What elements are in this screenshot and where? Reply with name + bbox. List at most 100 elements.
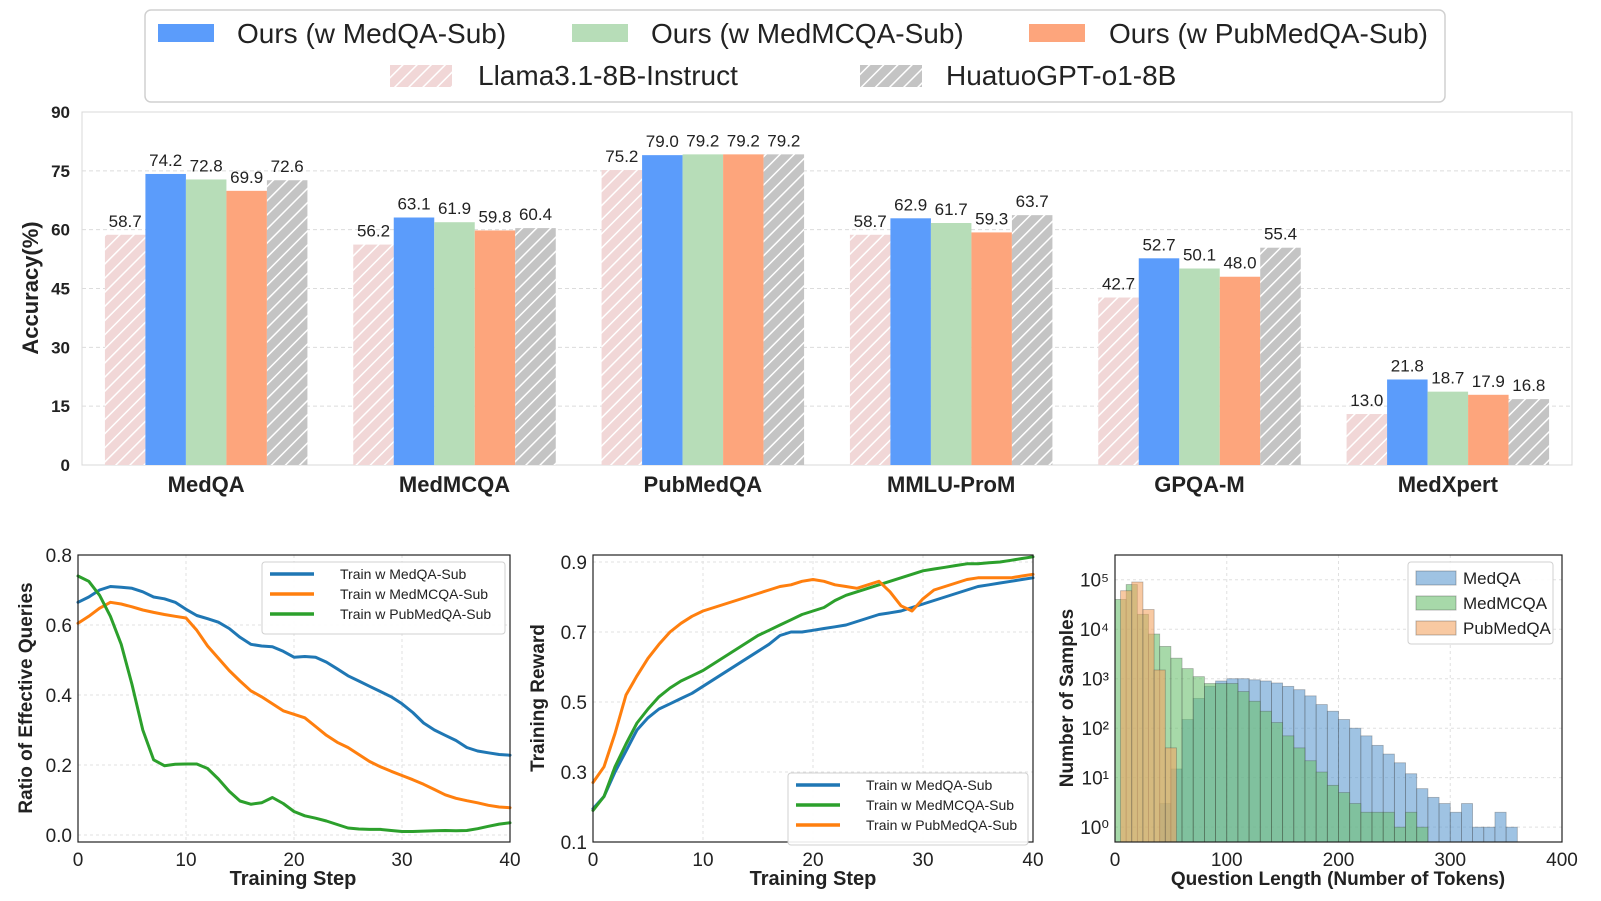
line2-y-axis-label: Training Reward (528, 624, 549, 772)
bar-pubmedqa-ours-w-medmcqa-sub (682, 154, 724, 466)
hist-bar-medqa-350 (1505, 826, 1518, 843)
bar-label-medmcqa-llama3-1-8b-instruct: 56.2 (357, 222, 390, 241)
line1-y-axis-label: Ratio of Effective Queries (16, 582, 37, 813)
legend-label-huatuo: HuatuoGPT-o1-8B (946, 60, 1176, 91)
legend-label-1-train-w-pubmedqa-sub: Train w PubMedQA-Sub (340, 606, 491, 622)
bar-medmcqa-ours-w-medqa-sub (393, 217, 435, 465)
line-1-train-w-medqa-sub (76, 585, 512, 757)
hist-legend-label-medmcqa: MedMCQA (1463, 594, 1548, 613)
bar-medqa-llama3-1-8b-instruct (104, 234, 146, 465)
line-2-train-w-medqa-sub (591, 576, 1035, 811)
hist-legend-swatch-medmcqa (1415, 595, 1457, 611)
legend-label-ours-medmcqa: Ours (w MedMCQA-Sub) (651, 18, 964, 49)
bar-medxpert-llama3-1-8b-instruct (1346, 414, 1388, 465)
hist-bar-medmcqa-210 (1349, 803, 1362, 843)
bar-y-axis-label: Accuracy(%) (18, 221, 43, 354)
legend-label-1-train-w-medqa-sub: Train w MedQA-Sub (340, 566, 467, 582)
hist-bar-medmcqa-160 (1293, 747, 1306, 843)
bar-medxpert-ours-w-medqa-sub (1387, 379, 1428, 465)
bar-y-tick-60: 60 (51, 221, 70, 240)
hist-bar-medqa-320 (1472, 826, 1485, 843)
hist-bar-medqa-330 (1483, 826, 1496, 843)
hist-bar-medmcqa-70 (1192, 676, 1205, 843)
bar-y-tick-90: 90 (51, 103, 70, 122)
hist-legend-swatch-pubmedqa (1415, 620, 1457, 636)
bar-label-pubmedqa-llama3-1-8b-instruct: 75.2 (605, 147, 638, 166)
line-chart-training-reward: 0 10 20 30 40 0.1 0.3 0.5 0.7 0.9 Train w MedQA-S… (528, 553, 1044, 890)
hist-x-tick-100: 100 (1211, 850, 1243, 871)
legend-label-ours-pubmedqa: Ours (w PubMedQA-Sub) (1109, 18, 1428, 49)
hist-bar-medqa-340 (1494, 811, 1507, 843)
bar-medxpert-huatuogpt-o1-8b (1508, 399, 1550, 465)
hist-x-tick-400: 400 (1546, 850, 1578, 871)
main-legend: Ours (w MedQA-Sub) Ours (w MedMCQA-Sub) … (144, 9, 1446, 103)
bar-x-tick-medmcqa: MedMCQA (399, 472, 510, 497)
legend-frame-1 (261, 561, 506, 635)
bar-label-medmcqa-ours-w-pubmedqa-sub: 59.8 (478, 207, 511, 226)
y-tick-2-4: 0.9 (561, 553, 587, 574)
x-tick-2-40: 40 (1022, 850, 1043, 871)
x-tick-1-30: 30 (391, 850, 412, 871)
bar-mmlu-prom-ours-w-medqa-sub (890, 218, 931, 465)
bar-medmcqa-ours-w-pubmedqa-sub (474, 230, 516, 465)
hist-bar-medmcqa-130 (1259, 710, 1272, 843)
bar-medmcqa-ours-w-medmcqa-sub (434, 222, 475, 465)
y-tick-1-0: 0.0 (46, 826, 72, 847)
bar-label-medxpert-ours-w-pubmedqa-sub: 17.9 (1472, 372, 1505, 391)
bar-label-gpqa-m-llama3-1-8b-instruct: 42.7 (1102, 275, 1135, 294)
y-tick-2-2: 0.5 (561, 693, 587, 714)
hist-y-tick-5: 10⁵ (1080, 571, 1109, 592)
line2-x-axis-label: Training Step (750, 868, 877, 890)
x-tick-2-20: 20 (802, 850, 823, 871)
y-tick-2-3: 0.7 (561, 623, 587, 644)
legend-swatch-llama (390, 65, 452, 87)
legend-frame (144, 9, 1446, 103)
hist-bar-medmcqa-260 (1405, 811, 1418, 843)
bar-label-gpqa-m-ours-w-medmcqa-sub: 50.1 (1183, 245, 1216, 264)
hist-x-tick-300: 300 (1434, 850, 1466, 871)
hist-bar-medmcqa-120 (1248, 700, 1261, 843)
bar-gpqa-m-llama3-1-8b-instruct (1098, 297, 1139, 465)
legend-label-llama: Llama3.1-8B-Instruct (478, 60, 738, 91)
bar-y-tick-45: 45 (51, 280, 70, 299)
hist-bar-pubmedqa-45 (1164, 747, 1177, 843)
hist-bar-medqa-310 (1461, 803, 1474, 843)
hist-bar-medqa-300 (1449, 811, 1462, 843)
bar-y-tick-75: 75 (51, 162, 70, 181)
bar-x-tick-medqa: MedQA (168, 472, 245, 497)
bar-label-mmlu-prom-llama3-1-8b-instruct: 58.7 (854, 212, 887, 231)
hist-bar-medmcqa-140 (1271, 722, 1284, 843)
line-1-train-w-pubmedqa-sub (76, 574, 512, 833)
hist-bar-medmcqa-100 (1226, 683, 1239, 843)
bar-label-medmcqa-ours-w-medmcqa-sub: 61.9 (438, 199, 471, 218)
bar-label-medxpert-llama3-1-8b-instruct: 13.0 (1350, 391, 1383, 410)
bar-mmlu-prom-llama3-1-8b-instruct (849, 234, 891, 465)
bar-pubmedqa-huatuogpt-o1-8b (763, 154, 805, 466)
bar-label-medqa-huatuogpt-o1-8b: 72.6 (271, 157, 304, 176)
bar-x-tick-medxpert: MedXpert (1398, 472, 1499, 497)
bar-label-medmcqa-ours-w-medqa-sub: 63.1 (397, 195, 430, 214)
hist-bar-medmcqa-270 (1416, 826, 1429, 843)
bar-label-medqa-ours-w-pubmedqa-sub: 69.9 (230, 168, 263, 187)
bar-label-pubmedqa-ours-w-pubmedqa-sub: 79.2 (727, 131, 760, 150)
line1-x-axis-label: Training Step (230, 868, 357, 890)
bar-label-mmlu-prom-ours-w-medqa-sub: 62.9 (894, 195, 927, 214)
hist-y-tick-0: 10⁰ (1080, 818, 1109, 839)
legend-label-ours-medqa: Ours (w MedQA-Sub) (237, 18, 506, 49)
bar-label-medqa-ours-w-medqa-sub: 74.2 (149, 151, 182, 170)
bar-medxpert-ours-w-medmcqa-sub (1427, 391, 1469, 465)
bar-label-medxpert-huatuogpt-o1-8b: 16.8 (1512, 376, 1545, 395)
x-tick-2-30: 30 (912, 850, 933, 871)
hist-bar-medmcqa-80 (1204, 683, 1216, 843)
hist-bar-medmcqa-250 (1393, 826, 1406, 843)
hist-bar-medmcqa-240 (1382, 811, 1395, 843)
bar-gpqa-m-ours-w-medmcqa-sub (1179, 268, 1220, 465)
bar-label-mmlu-prom-ours-w-pubmedqa-sub: 59.3 (975, 209, 1008, 228)
bar-label-mmlu-prom-ours-w-medmcqa-sub: 61.7 (935, 200, 968, 219)
y-tick-2-0: 0.1 (561, 833, 587, 854)
hist-legend-label-pubmedqa: PubMedQA (1463, 619, 1552, 638)
bar-x-tick-pubmedqa: PubMedQA (644, 472, 763, 497)
bar-label-medqa-llama3-1-8b-instruct: 58.7 (109, 212, 142, 231)
bar-label-gpqa-m-huatuogpt-o1-8b: 55.4 (1264, 225, 1297, 244)
x-tick-1-0: 0 (73, 850, 84, 871)
